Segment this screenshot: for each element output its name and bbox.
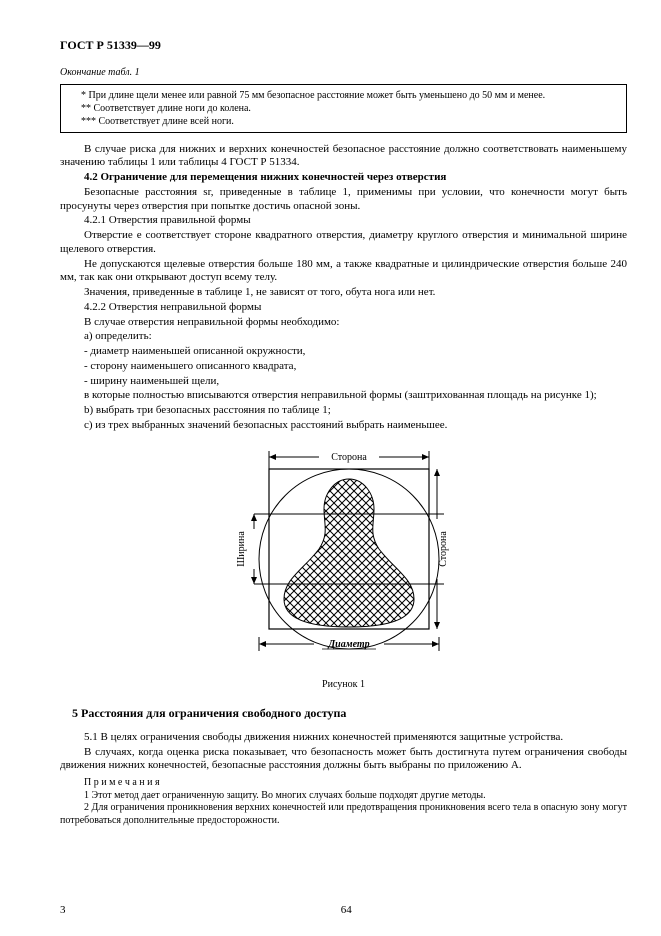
footnote-2: ** Соответствует длине ноги до колена. — [81, 102, 620, 115]
figure-svg: Сторона Ширина Сторона — [214, 439, 474, 669]
note-1: 1 Этот метод дает ограниченную защиту. В… — [60, 790, 627, 803]
heading-4-2-1: 4.2.1 Отверстия правильной формы — [60, 214, 627, 228]
footnote-3: *** Соответствует длине всей ноги. — [81, 115, 620, 128]
figure-label-bottom: Диаметр — [327, 639, 369, 650]
para-risk: В случае риска для нижних и верхних коне… — [60, 143, 627, 171]
table-end-label: Окончание табл. 1 — [60, 67, 627, 80]
figure-label-top: Сторона — [331, 452, 367, 463]
heading-4-2: 4.2 Ограничение для перемещения нижних к… — [60, 171, 627, 185]
list-c: c) из трех выбранных значений безопасных… — [60, 419, 627, 433]
figure-label-left: Ширина — [236, 530, 247, 566]
list-a-1: - диаметр наименьшей описанной окружност… — [60, 345, 627, 359]
figure-1: Сторона Ширина Сторона — [60, 439, 627, 674]
note-2: 2 Для ограничения проникновения верхних … — [60, 802, 627, 827]
footnote-box: * При длине щели менее или равной 75 мм … — [60, 84, 627, 133]
page: ГОСТ Р 51339—99 Окончание табл. 1 * При … — [0, 0, 661, 936]
para-fit: в которые полностью вписываются отверсти… — [60, 389, 627, 403]
list-b: b) выбрать три безопасных расстояния по … — [60, 404, 627, 418]
figure-caption: Рисунок 1 — [60, 679, 627, 692]
notes-head: П р и м е ч а н и я — [60, 777, 627, 790]
page-num-left: 3 — [60, 904, 66, 918]
figure-label-right: Сторона — [438, 530, 449, 566]
list-a: а) определить: — [60, 330, 627, 344]
page-footer: 3 64 — [60, 904, 627, 918]
para-sr: Безопасные расстояния sr, приведенные в … — [60, 186, 627, 214]
para-irregular: В случае отверстия неправильной формы не… — [60, 316, 627, 330]
para-values: Значения, приведенные в таблице 1, не за… — [60, 286, 627, 300]
footnote-1: * При длине щели менее или равной 75 мм … — [81, 89, 620, 102]
para-5-1: 5.1 В целях ограничения свободы движения… — [60, 731, 627, 745]
page-num-center: 64 — [60, 904, 627, 918]
para-not-allowed: Не допускаются щелевые отверстия больше … — [60, 258, 627, 286]
para-5-1b: В случаях, когда оценка риска показывает… — [60, 746, 627, 774]
section-5-head: 5 Расстояния для ограничения свободного … — [72, 706, 627, 721]
list-a-3: - ширину наименьшей щели, — [60, 375, 627, 389]
heading-4-2-2: 4.2.2 Отверстия неправильной формы — [60, 301, 627, 315]
para-opening-e: Отверстие е соответствует стороне квадра… — [60, 229, 627, 257]
list-a-2: - сторону наименьшего описанного квадрат… — [60, 360, 627, 374]
doc-header: ГОСТ Р 51339—99 — [60, 38, 627, 53]
